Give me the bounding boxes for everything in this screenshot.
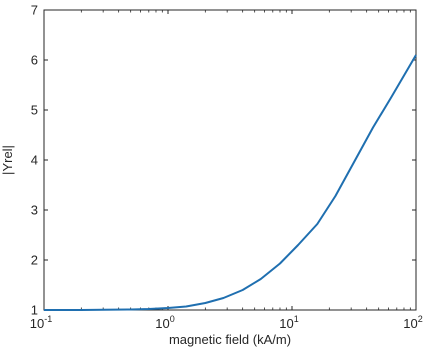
y-tick-label: 3 xyxy=(31,203,38,218)
x-tick-label: 100 xyxy=(155,314,174,331)
series-layer xyxy=(44,55,416,310)
plot-frame xyxy=(44,10,416,310)
y-tick-label: 7 xyxy=(31,3,38,18)
series-line xyxy=(44,55,416,310)
x-tick-label: 101 xyxy=(279,314,298,331)
y-tick-label: 5 xyxy=(31,103,38,118)
y-tick-label: 6 xyxy=(31,53,38,68)
x-tick-label: 102 xyxy=(403,314,422,331)
x-axis-label: magnetic field (kA/m) xyxy=(169,332,291,347)
y-tick-label: 1 xyxy=(31,303,38,318)
ticks-layer xyxy=(44,10,416,310)
y-axis-label: |Yrel| xyxy=(0,145,15,175)
y-tick-label: 2 xyxy=(31,253,38,268)
y-tick-label: 4 xyxy=(31,153,38,168)
